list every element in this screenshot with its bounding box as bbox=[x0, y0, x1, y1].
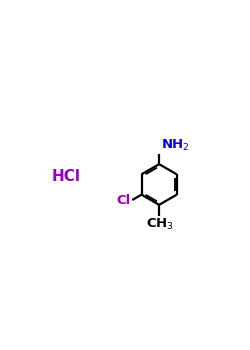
Text: Cl: Cl bbox=[116, 194, 131, 206]
Text: HCl: HCl bbox=[52, 169, 80, 184]
Text: CH$_3$: CH$_3$ bbox=[146, 217, 174, 232]
Text: NH$_2$: NH$_2$ bbox=[161, 138, 190, 153]
